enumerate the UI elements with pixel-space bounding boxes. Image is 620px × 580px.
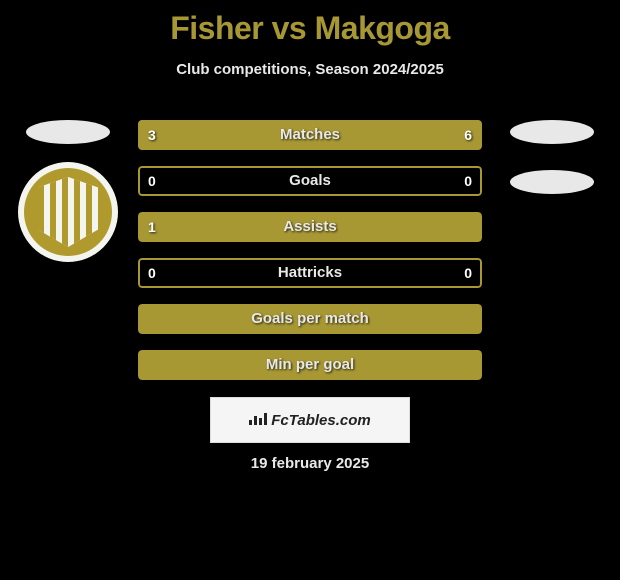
player-silhouette-icon bbox=[510, 120, 594, 144]
stat-value-right: 6 bbox=[464, 120, 472, 150]
club-badge-left bbox=[18, 162, 118, 262]
stat-row-goals: 0 Goals 0 bbox=[138, 166, 482, 196]
stat-label: Min per goal bbox=[138, 350, 482, 380]
stat-label: Hattricks bbox=[138, 258, 482, 288]
stat-label: Goals bbox=[138, 166, 482, 196]
comparison-card: Fisher vs Makgoga Club competitions, Sea… bbox=[0, 0, 620, 580]
stat-label: Matches bbox=[138, 120, 482, 150]
stat-value-right: 0 bbox=[464, 166, 472, 196]
brand-label: FcTables.com bbox=[271, 412, 370, 429]
brand-badge[interactable]: FcTables.com bbox=[210, 397, 410, 443]
subtitle: Club competitions, Season 2024/2025 bbox=[0, 61, 620, 78]
right-player-column bbox=[502, 120, 602, 202]
player-silhouette-icon bbox=[510, 170, 594, 194]
stat-row-min-per-goal: Min per goal bbox=[138, 350, 482, 380]
stat-row-goals-per-match: Goals per match bbox=[138, 304, 482, 334]
stat-label: Goals per match bbox=[138, 304, 482, 334]
page-title: Fisher vs Makgoga bbox=[0, 0, 620, 47]
stat-value-right: 0 bbox=[464, 258, 472, 288]
stat-label: Assists bbox=[138, 212, 482, 242]
left-player-column bbox=[18, 120, 118, 262]
stat-row-matches: 3 Matches 6 bbox=[138, 120, 482, 150]
player-silhouette-icon bbox=[26, 120, 110, 144]
stat-row-hattricks: 0 Hattricks 0 bbox=[138, 258, 482, 288]
stat-row-assists: 1 Assists bbox=[138, 212, 482, 242]
stat-bars: 3 Matches 6 0 Goals 0 1 Assists 0 Hattri… bbox=[138, 120, 482, 396]
chart-icon bbox=[249, 411, 267, 429]
footer-date: 19 february 2025 bbox=[0, 455, 620, 472]
